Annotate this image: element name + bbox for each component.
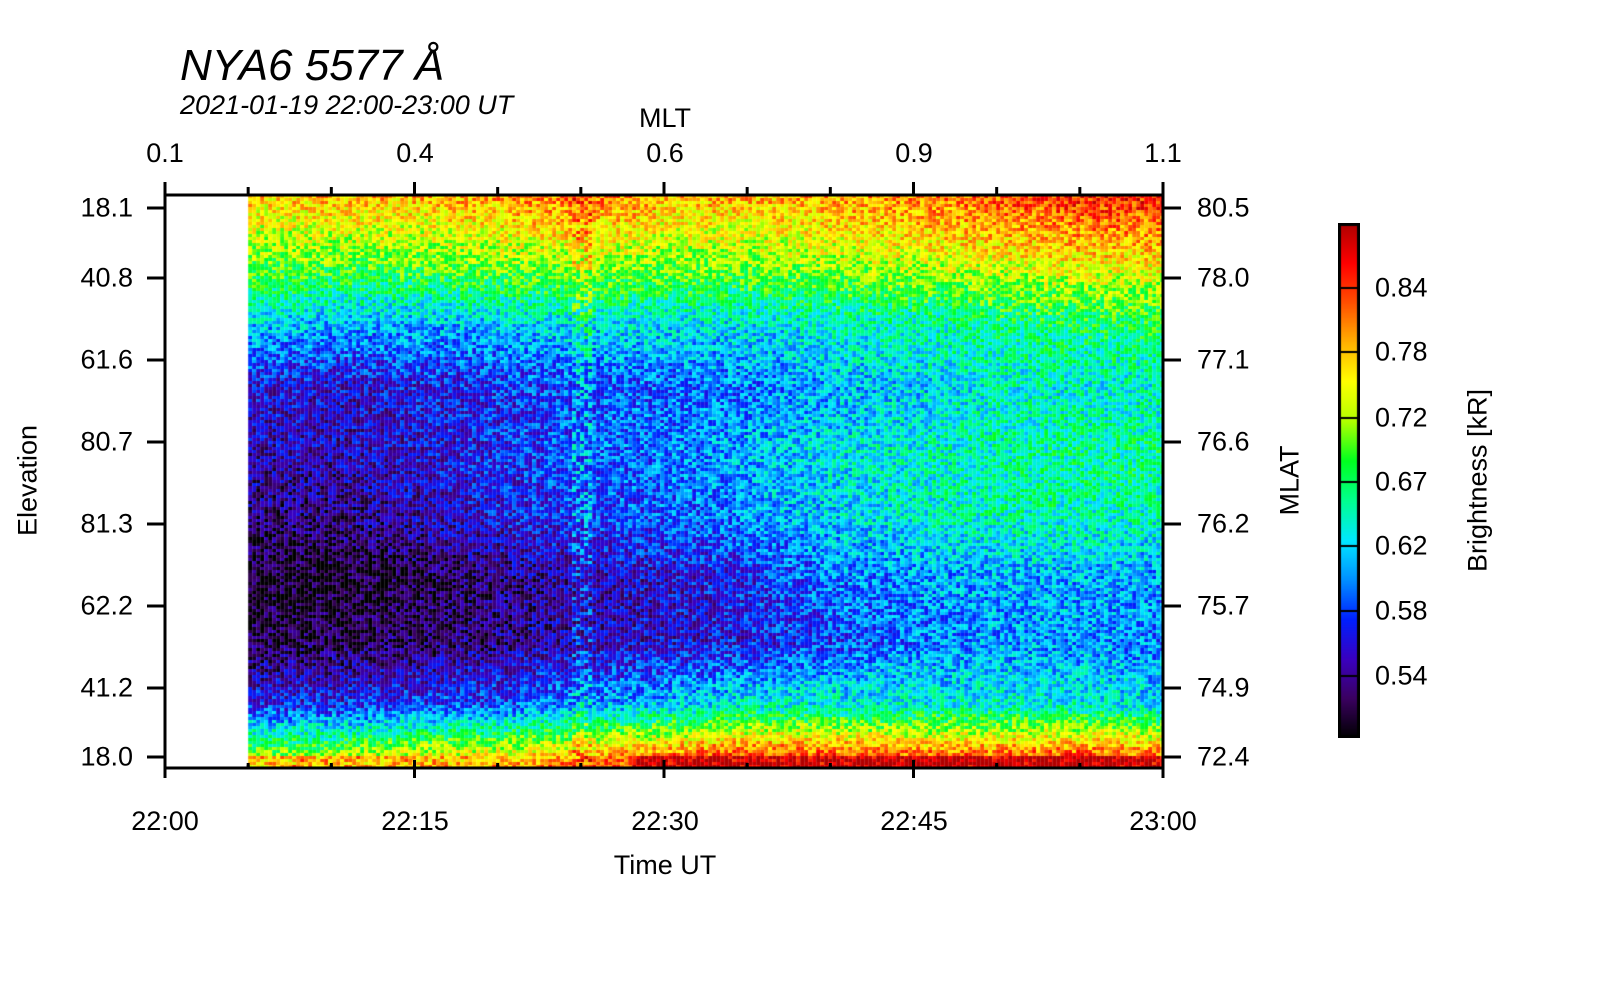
right-tick-label: 77.1	[1197, 344, 1250, 375]
x-tick-label: 22:15	[381, 806, 449, 836]
y-axis-label: Elevation	[12, 424, 43, 537]
y-tick-label: 18.1	[80, 192, 133, 223]
x-axis-label: Time UT	[613, 850, 717, 880]
colorbar-tick-label: 0.78	[1375, 336, 1428, 367]
right-tick-label: 72.4	[1197, 741, 1250, 772]
chart-subtitle: 2021-01-19 22:00-23:00 UT	[180, 90, 514, 120]
top-tick-label: 1.1	[1144, 138, 1182, 168]
y-tick-label: 61.6	[80, 344, 133, 375]
right-axis-label: MLAT	[1274, 445, 1305, 516]
top-axis-label: MLT	[639, 103, 691, 133]
right-tick-label: 75.7	[1197, 590, 1250, 621]
colorbar-label: Brightness [kR]	[1462, 388, 1493, 573]
top-tick-label: 0.6	[646, 138, 684, 168]
y-tick-label: 41.2	[80, 672, 133, 703]
y-tick-label: 80.7	[80, 426, 133, 457]
top-tick-label: 0.1	[146, 138, 184, 168]
y-tick-label: 18.0	[80, 741, 133, 772]
top-tick-label: 0.9	[895, 138, 933, 168]
colorbar-tick-label: 0.54	[1375, 660, 1428, 691]
keogram-heatmap	[165, 195, 1163, 768]
chart-title: NYA6 5577 Å	[180, 41, 445, 90]
x-tick-label: 23:00	[1129, 806, 1197, 836]
y-tick-label: 40.8	[80, 262, 133, 293]
colorbar-tick-label: 0.72	[1375, 402, 1428, 433]
x-tick-label: 22:30	[631, 806, 699, 836]
colorbar-tick-label: 0.67	[1375, 466, 1428, 497]
x-tick-label: 22:45	[880, 806, 948, 836]
right-tick-label: 74.9	[1197, 672, 1250, 703]
y-tick-label: 81.3	[80, 508, 133, 539]
colorbar-tick-label: 0.84	[1375, 272, 1428, 303]
right-tick-label: 76.6	[1197, 426, 1250, 457]
y-tick-label: 62.2	[80, 590, 133, 621]
x-tick-label: 22:00	[131, 806, 199, 836]
top-tick-label: 0.4	[396, 138, 434, 168]
right-tick-label: 78.0	[1197, 262, 1250, 293]
right-tick-label: 76.2	[1197, 508, 1250, 539]
colorbar-tick-label: 0.58	[1375, 595, 1428, 626]
colorbar	[1338, 223, 1360, 738]
colorbar-tick-label: 0.62	[1375, 530, 1428, 561]
right-tick-label: 80.5	[1197, 192, 1250, 223]
